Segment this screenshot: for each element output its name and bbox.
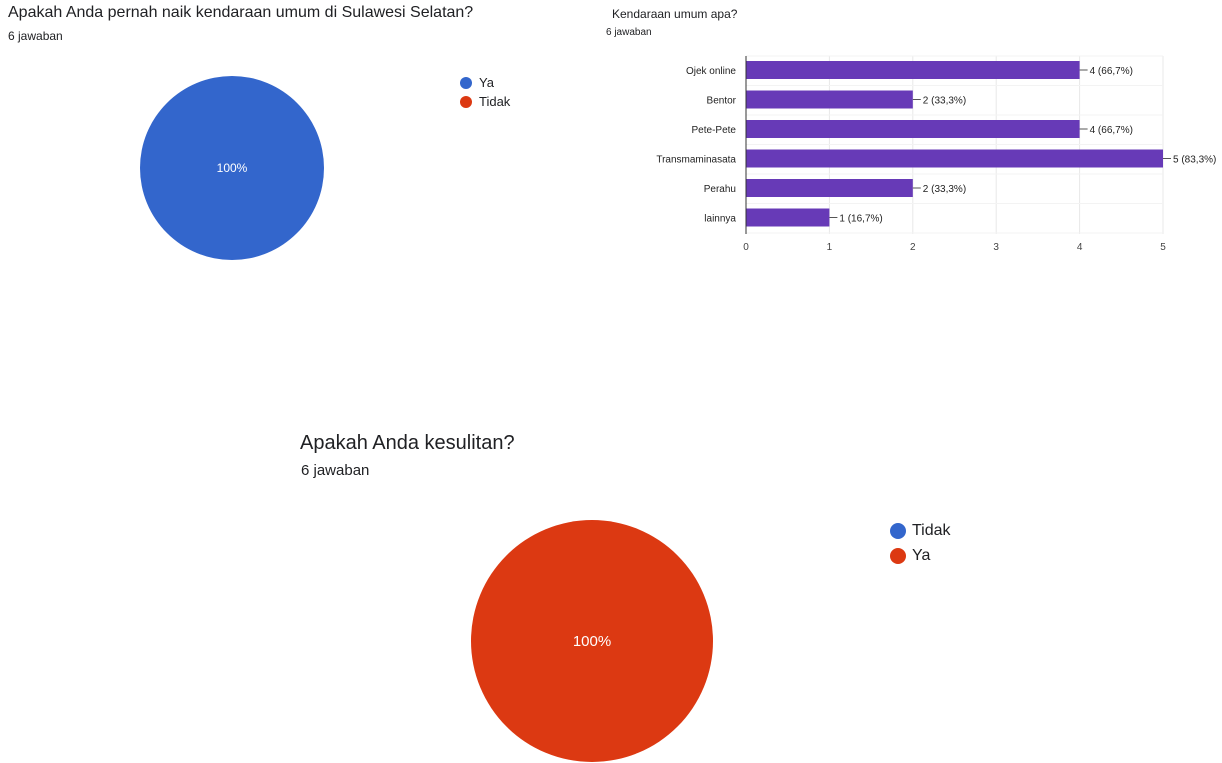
q1-legend-label-tidak: Tidak: [479, 94, 511, 109]
q2-bar: [746, 90, 913, 109]
q3-legend-swatch-ya: [890, 547, 906, 564]
q3-pie-slice-ya: [471, 520, 713, 762]
q3-response-count: 6 jawaban: [301, 462, 370, 479]
q3-legend-swatch-tidak: [890, 522, 906, 539]
q2-data-label: 4 (66,7%): [1090, 66, 1133, 77]
q2-tick-label: 3: [993, 242, 999, 253]
q3-legend-item-ya: Ya: [890, 543, 951, 568]
q2-tick-label: 4: [1077, 242, 1083, 253]
q2-data-label: 2 (33,3%): [923, 184, 966, 195]
q2-bar: [746, 179, 913, 197]
q2-response-count: 6 jawaban: [606, 27, 652, 38]
q2-bar: [746, 149, 1163, 168]
q1-legend-label-ya: Ya: [479, 75, 494, 90]
q2-data-label: 4 (66,7%): [1090, 125, 1133, 136]
q2-category-label: lainnya: [704, 214, 736, 225]
q1-legend-swatch-tidak: [460, 95, 472, 108]
q3-legend-label-ya: Ya: [912, 546, 931, 564]
q1-legend-swatch-ya: [460, 76, 472, 89]
q1-response-count: 6 jawaban: [8, 29, 63, 43]
q3-legend-label-tidak: Tidak: [912, 521, 951, 539]
q2-data-label: 1 (16,7%): [839, 214, 882, 225]
q2-bar: [746, 208, 830, 227]
q1-legend-item-ya: Ya: [460, 73, 510, 92]
q3-title: Apakah Anda kesulitan?: [300, 432, 515, 454]
q2-category-label: Perahu: [704, 184, 736, 195]
q3-legend-item-tidak: Tidak: [890, 518, 951, 543]
q2-category-label: Pete-Pete: [692, 125, 737, 136]
q2-tick-label: 0: [743, 242, 749, 253]
q3-pie-slice-label: 100%: [573, 633, 611, 650]
q2-category-label: Ojek online: [686, 66, 736, 77]
q2-tick-label: 5: [1160, 242, 1166, 253]
q2-bar-chart: Ojek online 4 (66,7%) Bentor 2 (33,3%) Pete-…: [656, 55, 1216, 253]
q2-tick-label: 1: [827, 242, 833, 253]
q2-data-label: 2 (33,3%): [923, 96, 966, 107]
q2-category-label: Transmaminasata: [656, 155, 736, 166]
q2-category-label: Bentor: [707, 96, 737, 107]
q1-legend-item-tidak: Tidak: [460, 92, 510, 111]
q1-pie-slice-label: 100%: [217, 161, 248, 175]
q3-legend: Tidak Ya: [890, 518, 951, 568]
q2-bar: [746, 120, 1080, 138]
q1-pie-slice-ya: [140, 76, 324, 260]
q1-legend: Ya Tidak: [460, 73, 510, 111]
q3-pie-chart: 100%: [471, 520, 713, 762]
q2-data-label: 5 (83,3%): [1173, 155, 1216, 166]
q1-title: Apakah Anda pernah naik kendaraan umum d…: [8, 4, 474, 21]
q2-bar: [746, 61, 1080, 79]
q1-pie-chart: 100%: [140, 76, 324, 260]
q2-title: Kendaraan umum apa?: [612, 7, 738, 21]
q2-tick-label: 2: [910, 242, 916, 253]
